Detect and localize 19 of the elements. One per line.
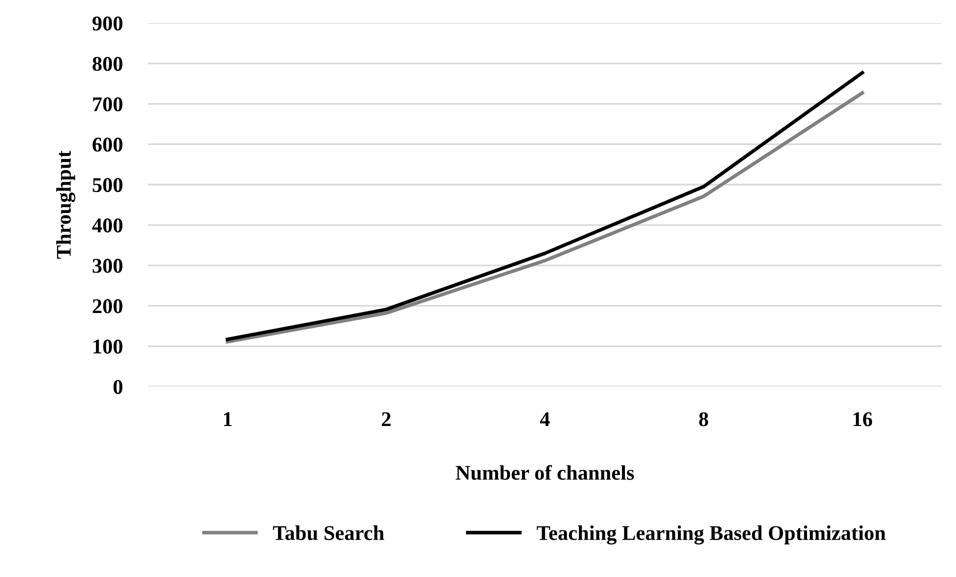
x-tick-label: 2 [382, 412, 391, 426]
x-tick-label: 16 [854, 412, 872, 426]
y-tick-label: 200 [92, 299, 122, 314]
y-axis-title: Throughput [56, 150, 76, 259]
y-tick-label: 500 [92, 178, 122, 192]
y-tick-label: 700 [93, 97, 122, 112]
y-tick-label: 800 [92, 56, 122, 71]
x-tick-label: 1 [224, 412, 232, 426]
y-tick-label: 900 [92, 16, 122, 31]
legend-label: Teaching Learning Based Optimization [536, 525, 886, 544]
x-axis-title: Number of channels [456, 464, 634, 480]
legend-label: Tabu Search [273, 525, 384, 540]
y-tick-label: 400 [92, 218, 122, 232]
x-tick-label: 8 [699, 412, 708, 426]
x-tick-label: 4 [540, 412, 550, 426]
y-tick-label: 300 [92, 258, 122, 273]
y-tick-label: 0 [114, 380, 122, 394]
y-tick-label: 100 [94, 340, 122, 354]
y-tick-label: 600 [92, 138, 122, 152]
